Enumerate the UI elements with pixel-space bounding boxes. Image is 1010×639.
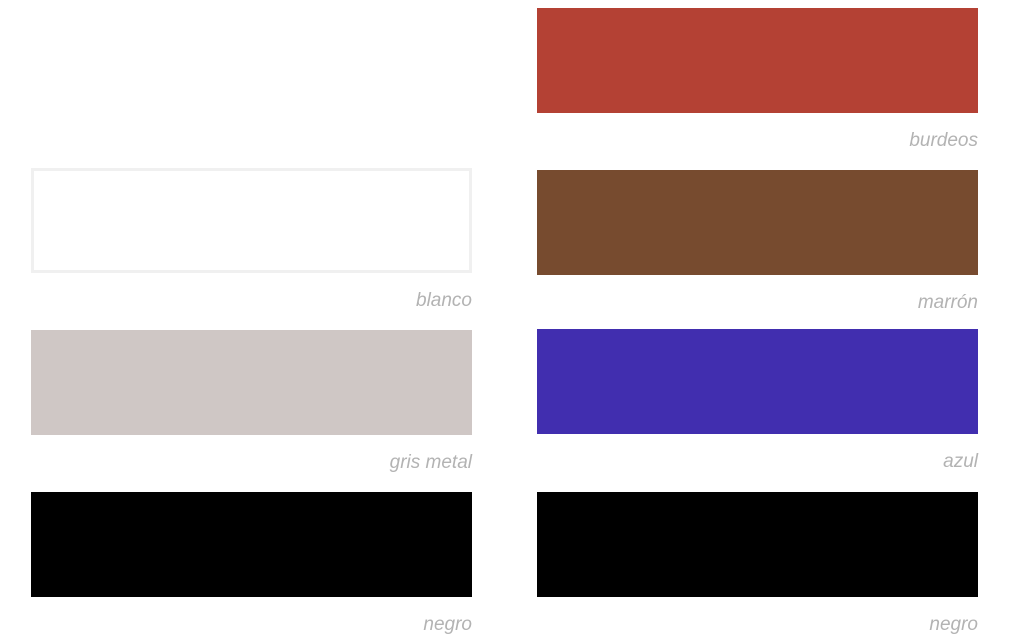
- color-label-negro-right: negro: [929, 614, 978, 635]
- swatch-card-blanco[interactable]: blanco: [31, 168, 472, 313]
- color-swatch-blanco[interactable]: [31, 168, 472, 273]
- color-swatch-marron[interactable]: [537, 170, 978, 275]
- color-label-blanco: blanco: [416, 290, 472, 311]
- swatch-card-negro-right[interactable]: negro: [537, 492, 978, 637]
- swatch-card-marron[interactable]: marrón: [537, 170, 978, 315]
- color-label-negro-left: negro: [423, 614, 472, 635]
- color-label-gris-metal: gris metal: [389, 452, 472, 473]
- color-swatch-burdeos[interactable]: [537, 8, 978, 113]
- color-swatch-negro-right[interactable]: [537, 492, 978, 597]
- color-label-burdeos: burdeos: [909, 130, 978, 151]
- color-swatch-gris-metal[interactable]: [31, 330, 472, 435]
- color-swatch-azul[interactable]: [537, 329, 978, 434]
- color-label-azul: azul: [943, 451, 978, 472]
- color-swatch-negro-left[interactable]: [31, 492, 472, 597]
- swatch-card-azul[interactable]: azul: [537, 329, 978, 474]
- swatch-card-negro-left[interactable]: negro: [31, 492, 472, 637]
- color-label-marron: marrón: [917, 292, 978, 313]
- swatch-card-burdeos[interactable]: burdeos: [537, 8, 978, 153]
- swatch-card-gris-metal[interactable]: gris metal: [31, 330, 472, 475]
